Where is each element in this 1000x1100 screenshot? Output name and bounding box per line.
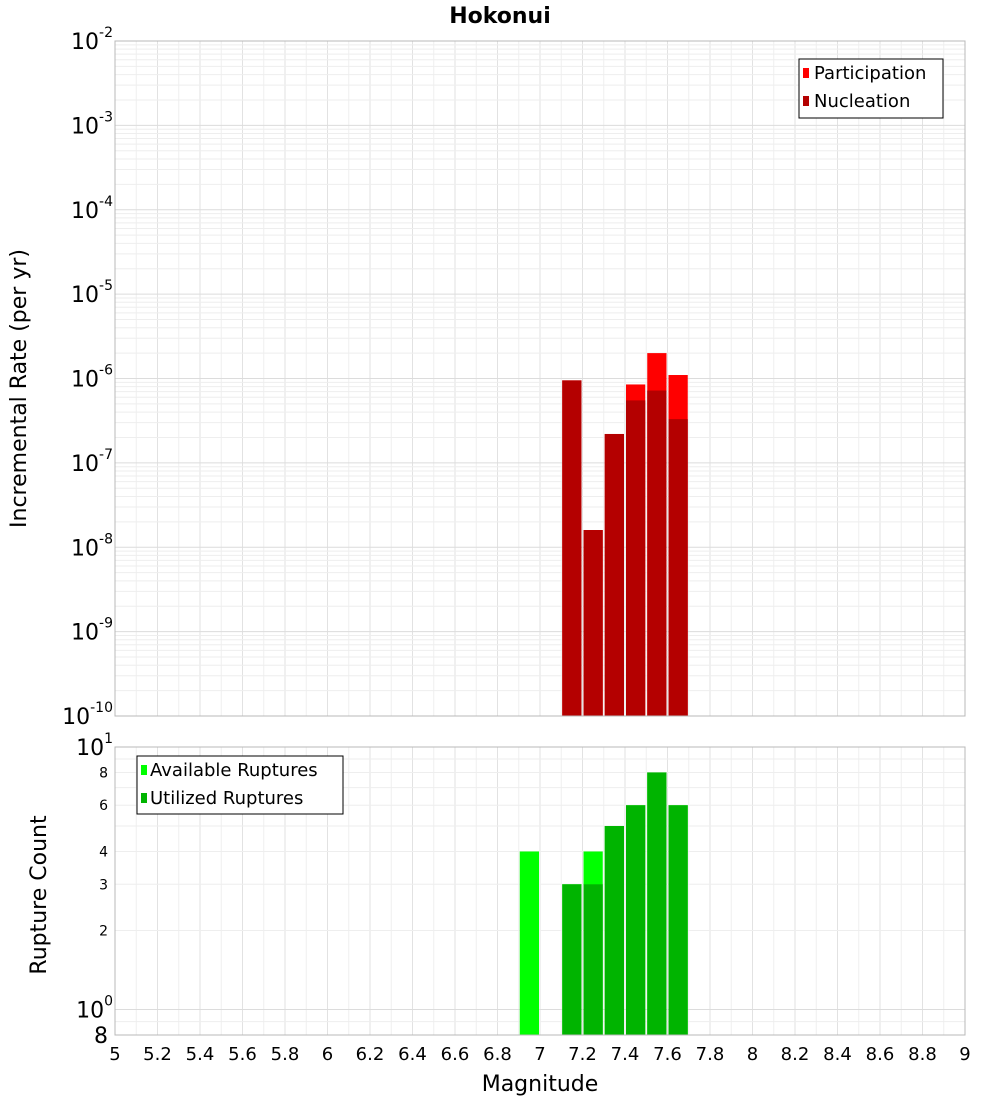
rate-y-tick-label: 10-4 [71, 194, 113, 224]
rate-y-tick-label: 10-7 [71, 447, 113, 477]
rate-legend-label: Nucleation [814, 91, 910, 112]
rate-y-tick-label-base: 10 [71, 621, 99, 646]
count-y-major-tick-label: 100 [76, 994, 113, 1024]
count-y-minor-tick-label: 6 [99, 798, 108, 814]
rate-y-tick-label-exponent: -3 [99, 109, 113, 125]
count-y-major-tick-label-base: 10 [76, 999, 104, 1024]
nucleation-bar [668, 419, 688, 716]
nucleation-bar [626, 400, 646, 716]
rate-y-tick-label-base: 10 [71, 30, 99, 55]
nucleation-bar [583, 530, 603, 716]
nucleation-bar [604, 433, 624, 716]
utilized-ruptures-bar [604, 826, 624, 1035]
count-y-major-tick-label: 101 [76, 731, 113, 761]
rate-y-tick-label: 10-9 [71, 616, 113, 646]
nucleation-bar [647, 390, 667, 716]
x-tick-label: 6.2 [356, 1044, 385, 1065]
utilized-ruptures-bar [583, 884, 603, 1035]
x-tick-label: 8.2 [781, 1044, 810, 1065]
chart-title: Hokonui [449, 4, 551, 29]
available-ruptures-bar [519, 851, 539, 1035]
count-y-minor-tick-label: 4 [99, 844, 108, 860]
rate-legend-swatch [803, 96, 809, 106]
rate-y-tick-label: 10-6 [71, 363, 113, 393]
count-bars [519, 772, 688, 1035]
rate-y-tick-label: 10-3 [71, 109, 113, 139]
rate-y-tick-label: 10-2 [71, 25, 113, 55]
count-plot-frame [114, 746, 966, 1036]
rate-y-tick-label-base: 10 [71, 368, 99, 393]
rate-gridlines [114, 41, 966, 717]
x-axis-title: Magnitude [482, 1072, 599, 1097]
x-tick-label: 8 [747, 1044, 758, 1065]
rate-y-tick-label: 10-5 [71, 278, 113, 308]
count-legend-swatch [141, 765, 147, 775]
utilized-ruptures-bar [562, 884, 582, 1035]
x-tick-label: 7.6 [653, 1044, 682, 1065]
rate-y-tick-label: 10-8 [71, 531, 113, 561]
rate-y-tick-label-exponent: -4 [99, 194, 113, 210]
rate-y-tick-label-base: 10 [71, 199, 99, 224]
count-legend-label: Available Ruptures [150, 760, 318, 781]
count-y-minor-tick-label: 2 [99, 924, 108, 940]
rate-y-tick-label-exponent: -8 [99, 531, 113, 547]
x-tick-label: 9 [959, 1044, 970, 1065]
rate-y-axis-title: Incremental Rate (per yr) [7, 249, 32, 528]
utilized-ruptures-bar [626, 805, 646, 1035]
x-tick-label: 5.8 [271, 1044, 300, 1065]
count-legend-swatch [141, 793, 147, 803]
x-tick-label: 6.6 [441, 1044, 470, 1065]
rate-y-tick-label-exponent: -5 [99, 278, 113, 294]
count-legend-box [136, 755, 344, 815]
x-tick-label: 7 [534, 1044, 545, 1065]
rate-y-tick-label-exponent: -2 [99, 25, 113, 41]
rate-legend-swatch [803, 68, 809, 78]
x-tick-label: 5.4 [186, 1044, 215, 1065]
rate-plot-frame [114, 40, 966, 717]
rate-y-tick-label-base: 10 [71, 536, 99, 561]
rate-y-tick-label-base: 10 [71, 283, 99, 308]
rate-y-tick-label-exponent: -7 [99, 447, 113, 463]
nucleation-bar [562, 380, 582, 716]
utilized-ruptures-bar [668, 805, 688, 1035]
rate-y-tick-label-base: 10 [71, 114, 99, 139]
rate-y-tick-label-exponent: -9 [99, 616, 113, 632]
rate-bars [562, 353, 688, 716]
count-y-major-tick-label-exponent: 1 [104, 731, 113, 747]
rate-y-tick-label-base: 10 [62, 705, 90, 730]
rate-legend-box [798, 58, 944, 119]
x-tick-label: 6.4 [398, 1044, 427, 1065]
count-legend-label: Utilized Ruptures [150, 788, 303, 809]
x-tick-label: 6.8 [483, 1044, 512, 1065]
count-y-major-tick-label-base: 10 [76, 736, 104, 761]
x-tick-label: 5 [109, 1044, 120, 1065]
rate-y-tick-label-exponent: -10 [90, 700, 113, 716]
x-tick-label: 5.6 [228, 1044, 257, 1065]
x-tick-label: 8.8 [908, 1044, 937, 1065]
x-tick-label: 5.2 [143, 1044, 172, 1065]
rate-legend: Participation Nucleation [798, 58, 944, 119]
rate-legend-label: Participation [814, 63, 926, 84]
count-y-axis-title: Rupture Count [27, 815, 52, 975]
rate-y-tick-label-exponent: -6 [99, 363, 113, 379]
count-y-minor-tick-label: 3 [99, 877, 108, 893]
count-y-minor-tick-label: 8 [99, 765, 108, 781]
count-legend: Available Ruptures Utilized Ruptures [136, 755, 344, 815]
x-tick-label: 8.6 [866, 1044, 895, 1065]
count-y-major-tick-label-exponent: 0 [104, 994, 113, 1010]
utilized-ruptures-bar [647, 772, 667, 1035]
rate-y-tick-label-base: 10 [71, 452, 99, 477]
x-tick-label: 8.4 [823, 1044, 852, 1065]
rate-y-tick-label: 10-10 [62, 700, 113, 730]
x-tick-label: 7.8 [696, 1044, 725, 1065]
x-tick-label: 6 [322, 1044, 333, 1065]
x-tick-label: 7.4 [611, 1044, 640, 1065]
count-y-minor-tick-label: 8 [94, 1024, 108, 1049]
x-tick-label: 7.2 [568, 1044, 597, 1065]
